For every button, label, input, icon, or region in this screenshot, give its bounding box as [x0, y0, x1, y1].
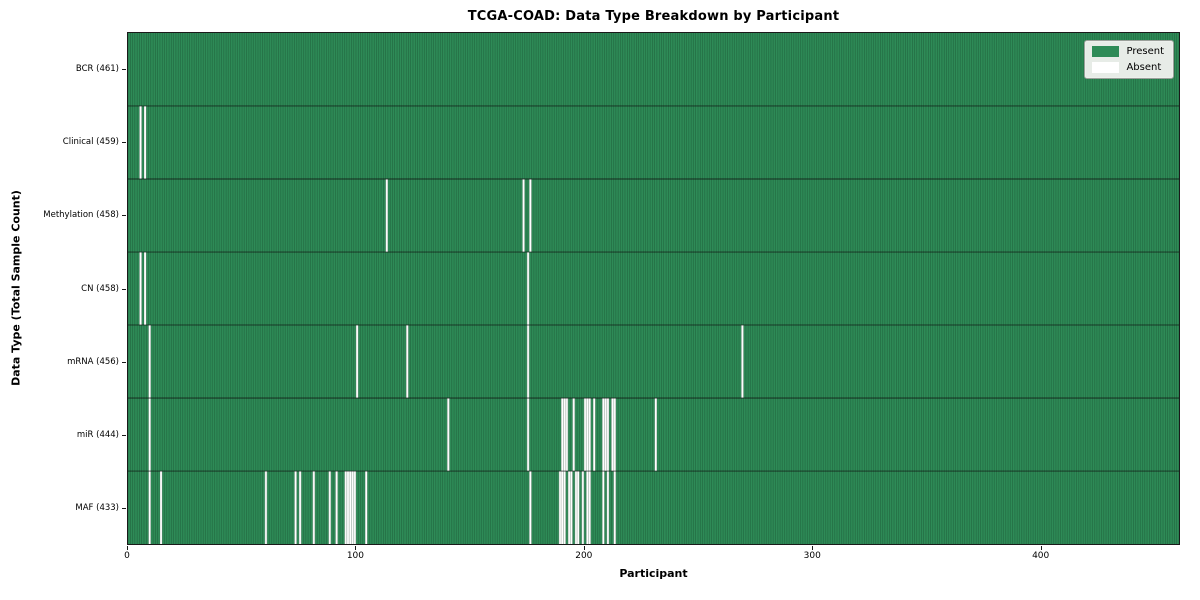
x-tick-label-400: 400: [1032, 551, 1050, 561]
y-tick-label-CN: CN (458): [81, 283, 119, 294]
y-tick-mark: [122, 215, 126, 217]
legend-label-present: Present: [1126, 46, 1164, 57]
x-axis-title: Participant: [619, 567, 688, 580]
legend-swatch-present: [1092, 46, 1120, 57]
y-tick-mark: [122, 288, 126, 290]
x-tick-mark: [1040, 546, 1042, 550]
legend-item-present: Present: [1092, 46, 1164, 57]
legend-swatch-absent: [1092, 62, 1120, 73]
y-tick-mark: [122, 508, 126, 510]
y-tick-label-Clinical: Clinical (459): [62, 136, 119, 147]
y-tick-label-miR: miR (444): [76, 430, 119, 441]
y-tick-mark: [122, 435, 126, 437]
x-tick-mark: [583, 546, 585, 550]
x-tick-label-100: 100: [346, 551, 364, 561]
chart-title: TCGA-COAD: Data Type Breakdown by Partic…: [467, 9, 840, 24]
x-tick-mark: [355, 546, 357, 550]
plot-area: Present Absent: [127, 32, 1180, 545]
x-tick-label-200: 200: [575, 551, 593, 561]
y-tick-mark: [122, 141, 126, 143]
y-tick-label-MAF: MAF (433): [75, 503, 119, 514]
y-tick-label-Methylation: Methylation (458): [43, 210, 119, 221]
x-tick-label-300: 300: [803, 551, 821, 561]
y-tick-mark: [122, 68, 126, 70]
x-tick-label-0: 0: [124, 551, 130, 561]
legend-label-absent: Absent: [1126, 62, 1162, 73]
x-tick-mark: [127, 546, 128, 550]
x-tick-mark: [812, 546, 814, 550]
legend-item-absent: Absent: [1092, 62, 1164, 73]
y-tick-label-mRNA: mRNA (456): [67, 356, 119, 367]
heatmap-canvas: [128, 33, 1179, 544]
legend: Present Absent: [1084, 40, 1174, 79]
y-tick-label-BCR: BCR (461): [75, 63, 119, 74]
y-tick-mark: [122, 361, 126, 363]
